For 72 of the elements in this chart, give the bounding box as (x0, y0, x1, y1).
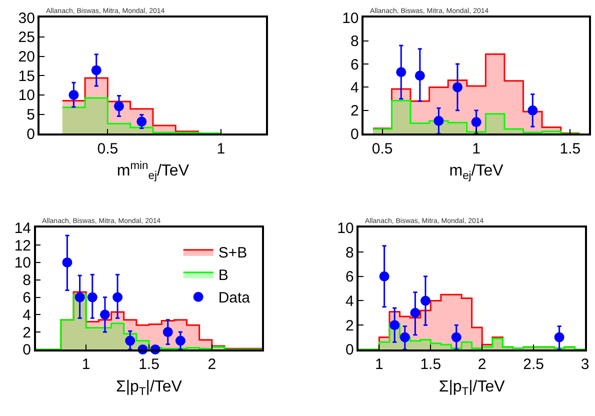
point (434, 116, 444, 126)
y-tick-label: 2 (22, 324, 32, 342)
y-tick-label: 10 (14, 254, 32, 272)
point (420, 296, 430, 306)
point (100, 310, 110, 320)
y-tick-label: 0 (350, 126, 359, 143)
point (414, 70, 425, 81)
y-tick-label: 2 (345, 317, 354, 334)
y-tick-label: 0 (26, 126, 35, 143)
y-tick-label: 8 (345, 244, 354, 262)
x-tick-label: 2.5 (523, 356, 544, 374)
point (471, 117, 482, 128)
point (396, 67, 406, 78)
point (114, 101, 124, 112)
x-tick-label: 3 (580, 356, 590, 374)
y-tick-label: 4 (350, 79, 359, 96)
y-tick-label: 6 (345, 268, 354, 286)
x-tick-label: 1 (472, 140, 480, 158)
x-tick-label: 1.5 (560, 140, 581, 158)
x-tick-label: 2 (208, 356, 216, 374)
y-tick-label: 15 (18, 68, 35, 85)
y-tick-label: 4 (22, 306, 32, 324)
point (410, 308, 420, 318)
point (62, 257, 72, 268)
x-tick-label: 0.5 (97, 140, 118, 158)
y-tick-label: 10 (342, 10, 359, 27)
point (451, 332, 462, 342)
point (112, 292, 123, 302)
x-tick-label: 0.5 (372, 140, 393, 158)
x-axis-title: m$^{min}$$_{ej}$/TeV (116, 160, 190, 182)
x-tick-label: 1.5 (138, 356, 160, 374)
x-tick-label: 1 (374, 356, 384, 374)
point (528, 105, 538, 116)
x-axis-title: Σ|p$_{T}$|/TeV (438, 378, 506, 398)
legend-label: S+B (218, 244, 248, 262)
point (68, 90, 79, 100)
y-tick-label: 12 (14, 237, 32, 254)
y-tick-label: 5 (26, 106, 35, 124)
y-tick-label: 10 (337, 220, 354, 237)
point (554, 332, 564, 342)
legend-label: Data (218, 290, 251, 307)
y-tick-label: 30 (18, 10, 35, 27)
y-tick-label: 14 (14, 220, 32, 237)
point (400, 332, 410, 342)
y-tick-label: 25 (18, 29, 35, 46)
y-tick-label: 8 (350, 33, 359, 50)
y-tick-label: 0 (345, 342, 354, 359)
x-tick-label: 1.5 (420, 356, 442, 374)
y-tick-label: 6 (22, 290, 32, 306)
y-tick-label: 0 (22, 342, 32, 359)
y-tick-label: 10 (18, 87, 35, 104)
x-tick-label: 1 (82, 356, 90, 374)
point (390, 320, 400, 330)
point (125, 336, 136, 346)
point (162, 327, 173, 338)
point (136, 116, 147, 127)
point (87, 292, 98, 302)
x-axis-title: m$_{ej}$/TeV (449, 162, 504, 182)
legend-label: B (218, 267, 228, 284)
point (175, 336, 186, 346)
y-tick-label: 8 (22, 272, 32, 290)
y-tick-label: 6 (350, 56, 359, 74)
point (91, 65, 102, 76)
point (379, 271, 390, 282)
x-tick-label: 2 (478, 356, 486, 374)
y-tick-label: 2 (350, 102, 359, 120)
point (452, 82, 462, 92)
x-axis-title: Σ|p$_{T}$|/TeV (116, 378, 182, 398)
x-tick-label: 1 (216, 140, 226, 158)
y-tick-label: 4 (345, 292, 354, 310)
point (74, 292, 85, 302)
y-tick-label: 20 (18, 48, 35, 66)
